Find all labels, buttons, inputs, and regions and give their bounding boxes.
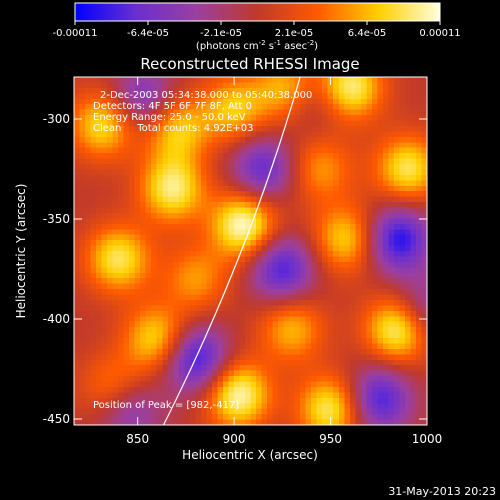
x-axis-ticks: 850 900 950 1000: [126, 77, 442, 446]
chart-title: Reconstructed RHESSI Image: [140, 55, 359, 73]
colorbar-tick-label: -0.00011: [53, 28, 98, 39]
colorbar-tick-label: -2.1e-05: [200, 28, 242, 39]
colorbar: -0.00011 -6.4e-05 -2.1e-05 2.1e-05 6.4e-05 0.…: [53, 2, 461, 52]
y-axis-label: Heliocentric Y (arcsec): [14, 184, 28, 319]
y-axis-ticks: -300 -350 -400 -450: [43, 112, 427, 426]
x-tick-label: 1000: [412, 432, 443, 446]
colorbar-unit-label: (photons cm-2 s-1 asec-2): [196, 39, 318, 52]
colorbar-tick-label: 6.4e-05: [348, 28, 386, 39]
colorbar-tick-label: -6.4e-05: [127, 28, 169, 39]
x-tick-label: 850: [126, 432, 149, 446]
plot-frame: [73, 76, 428, 426]
annotation-detectors: Detectors: 4F 5F 6F 7F 8F, Att 0: [93, 101, 252, 112]
colorbar-gradient: [74, 2, 441, 22]
y-tick-label: -350: [43, 212, 70, 226]
y-tick-label: -400: [43, 312, 70, 326]
colorbar-tick-label: 0.00011: [419, 28, 460, 39]
colorbar-ticks: -0.00011 -6.4e-05 -2.1e-05 2.1e-05 6.4e-05 0.…: [53, 21, 461, 39]
footer-date: 31-May-2013 20:23: [388, 485, 496, 498]
plot-annotations: 2-Dec-2003 05:34:38.000 to 05:40:38.000 …: [93, 90, 312, 411]
heatmap-plot: [74, 77, 427, 425]
annotation-peak-position: Position of Peak = [982,-417]: [93, 400, 239, 411]
annotation-energy-range: Energy Range: 25.0 - 50.0 keV: [93, 112, 246, 123]
x-tick-label: 900: [223, 432, 246, 446]
y-tick-label: -300: [43, 112, 70, 126]
heatmap-image: [74, 77, 427, 425]
x-axis-label: Heliocentric X (arcsec): [182, 448, 318, 462]
colorbar-tick-label: 2.1e-05: [275, 28, 313, 39]
annotation-clean-counts: Clean Total counts: 4.92E+03: [93, 123, 253, 134]
x-tick-label: 950: [319, 432, 342, 446]
y-tick-label: -450: [43, 412, 70, 426]
solar-limb-line: [162, 77, 301, 425]
annotation-time-range: 2-Dec-2003 05:34:38.000 to 05:40:38.000: [100, 90, 312, 101]
